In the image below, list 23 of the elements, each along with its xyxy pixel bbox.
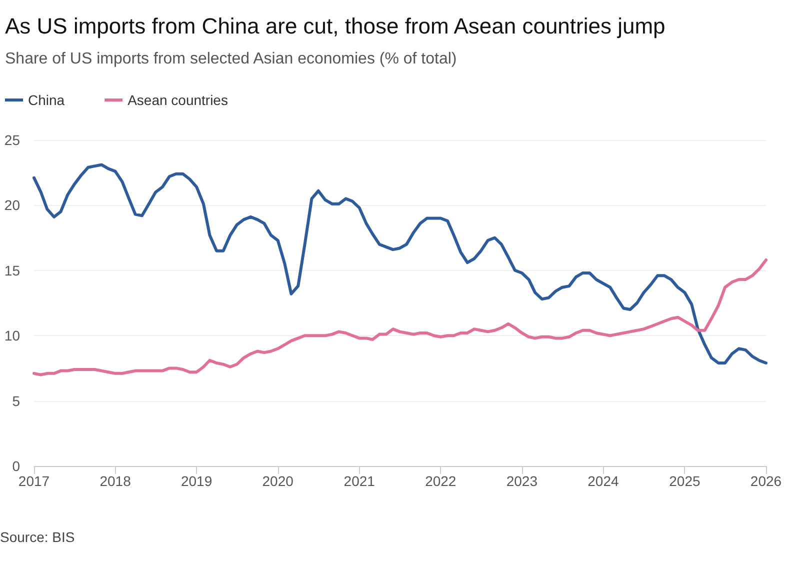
- source-note: Source: BIS: [0, 529, 75, 545]
- y-tick-label: 15: [4, 262, 20, 278]
- x-tick-label: 2026: [750, 473, 782, 489]
- y-tick-label: 20: [4, 197, 20, 214]
- y-tick-label: 0: [12, 458, 20, 474]
- chart-title: As US imports from China are cut, those from Asean countries jump: [5, 14, 666, 38]
- y-tick-label: 10: [4, 328, 20, 344]
- x-tick-label: 2025: [669, 473, 700, 489]
- y-tick-label: 5: [12, 392, 20, 409]
- x-tick-label: 2020: [262, 473, 294, 489]
- legend-label: Asean countries: [128, 92, 228, 108]
- line-series: [32, 258, 768, 376]
- x-tick-label: 2022: [425, 473, 456, 489]
- x-tick-label: 2023: [506, 473, 538, 489]
- x-tick-label: 2021: [344, 473, 376, 489]
- x-tick-label: 2019: [180, 473, 212, 489]
- chart-subtitle: Share of US imports from selected Asian economies (% of total): [5, 50, 457, 68]
- x-tick-label: 2017: [18, 473, 50, 489]
- x-tick-label: 2018: [100, 473, 132, 489]
- y-tick-label: 25: [4, 132, 20, 148]
- x-tick-label: 2024: [588, 473, 619, 489]
- line-series: [32, 163, 768, 364]
- legend-label: China: [28, 92, 65, 108]
